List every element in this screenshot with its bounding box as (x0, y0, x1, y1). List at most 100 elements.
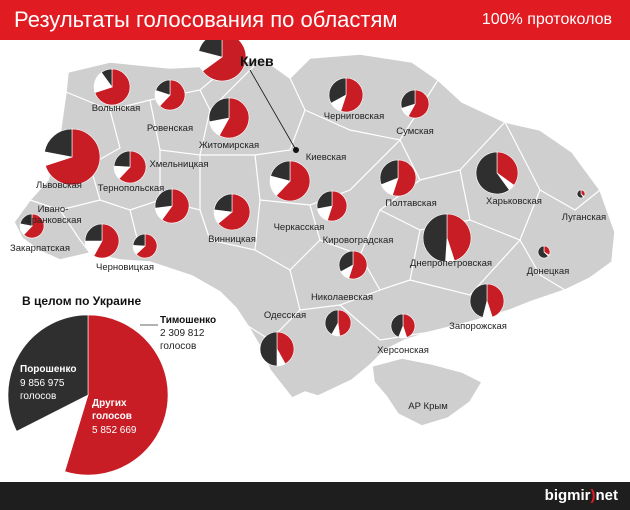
pie-lviv-poroshenko-slice (44, 128, 101, 186)
pie-dnipro (422, 213, 472, 263)
pie-donetsk (537, 245, 551, 259)
pie-poltava-poroshenko-slice (392, 159, 417, 197)
pie-kherson-others-slice (390, 313, 404, 338)
summary-others-votes: 5 852 669 (92, 425, 137, 436)
label-donetsk: Донецкая (527, 266, 570, 277)
summary-tymoshenko-slice (16, 394, 89, 472)
pie-kiev-oblast-others-slice (270, 160, 291, 182)
summary (7, 314, 169, 476)
pie-luhansk-others-slice (576, 189, 584, 199)
pie-zhytomyr (208, 97, 250, 139)
label-kirovohrad: Кировоградская (323, 235, 394, 246)
pie-zhytomyr-poroshenko-slice (218, 97, 250, 139)
page-title: Результаты голосования по областям (14, 7, 398, 32)
label-zhytomyr: Житомирская (199, 140, 259, 151)
header-bar: Результаты голосования по областям 100% … (0, 0, 630, 40)
pie-chernihiv-poroshenko-slice (340, 77, 364, 113)
pie-chernivtsi (132, 233, 158, 259)
pie-volyn (93, 68, 131, 106)
label-kherson: Херсонская (377, 345, 429, 356)
pie-kiev-city-others-slice (198, 40, 223, 58)
label-kiev-oblast: Киевская (306, 152, 347, 163)
pie-sumy-poroshenko-slice (407, 89, 430, 119)
label-luhansk: Луганская (562, 212, 606, 223)
label-vinnytsia: Винницкая (208, 234, 256, 245)
footer-bar: bigmir)net (0, 482, 630, 510)
pie-volyn-others-slice (101, 68, 113, 88)
pie-lviv-others-slice (44, 128, 73, 158)
kiev-city-leader-line (249, 69, 297, 151)
pie-poltava-others-slice (379, 159, 399, 186)
pie-zakarpattia (19, 213, 45, 239)
summary-others-name2: голосов (92, 411, 132, 422)
pie-mykolaiv-poroshenko-slice (337, 309, 352, 337)
pie-ternopil-others-slice (113, 150, 131, 168)
crimea-outline (371, 357, 484, 427)
pie-zhytomyr-others-slice (208, 97, 230, 123)
summary-poroshenko-name: Порошенко (20, 364, 76, 375)
pie-kiev-city-poroshenko-slice (202, 40, 247, 82)
pie-vinnytsia (213, 193, 251, 231)
summary-tymoshenko-name: Тимошенко (160, 315, 216, 326)
pie-ivano-frankivsk (84, 223, 120, 259)
summary-tymoshenko-votes: 2 309 812 (160, 328, 205, 339)
summary-others-slice (7, 314, 89, 432)
label-mykolaiv: Николаевская (311, 292, 373, 303)
pie-vinnytsia-poroshenko-slice (217, 193, 251, 231)
pie-zaporizhzhia (469, 283, 505, 319)
pie-volyn-poroshenko-slice (94, 68, 131, 106)
brand-logo[interactable]: bigmir)net (545, 487, 618, 504)
pie-kharkiv-poroshenko-slice (496, 151, 519, 186)
pie-kirovohrad (338, 250, 368, 280)
pie-rivne-poroshenko-slice (159, 79, 186, 111)
pie-rivne (154, 79, 186, 111)
pie-zaporizhzhia-poroshenko-slice (486, 283, 505, 318)
pie-zaporizhzhia-others-slice (469, 283, 488, 318)
label-lviv: Львовская (36, 180, 82, 191)
pie-kherson (390, 313, 416, 339)
pie-cherkasy (316, 190, 348, 222)
pie-chernihiv-others-slice (328, 77, 347, 104)
region-labels: Киев Волынская Ровенская Житомирская Черниго… (10, 53, 606, 412)
label-crimea: АР Крым (408, 401, 448, 412)
pie-chernihiv (328, 77, 364, 113)
summary-poroshenko-votes: 9 856 975 (20, 378, 65, 389)
label-ivano-frankivsk: Ивано-Франковская (24, 204, 81, 226)
region-pies (19, 40, 586, 367)
label-kiev-city: Киев (240, 53, 274, 69)
pie-kirovohrad-others-slice (338, 250, 354, 273)
summary-poroshenko-slice (64, 314, 169, 476)
pie-kiev-oblast-poroshenko-slice (275, 160, 311, 202)
pie-kherson-poroshenko-slice (402, 313, 416, 338)
pie-donetsk-others-slice (537, 245, 549, 259)
pie-khmelnytskyi (154, 188, 190, 224)
summary-title: В целом по Украине (22, 294, 141, 308)
pie-khmelnytskyi-poroshenko-slice (161, 188, 190, 224)
pie-rivne-others-slice (155, 79, 171, 96)
pie-ternopil (113, 150, 147, 184)
pie-dnipro-others-slice (422, 213, 448, 263)
pie-chernivtsi-poroshenko-slice (135, 233, 158, 259)
pie-cherkasy-others-slice (316, 190, 333, 210)
label-dnipro: Днепропетровская (410, 258, 492, 269)
summary-poroshenko-unit: голосов (20, 391, 56, 402)
pie-ivano-frankivsk-poroshenko-slice (93, 223, 120, 259)
label-sumy: Сумская (396, 126, 434, 137)
pie-sumy-others-slice (400, 89, 416, 109)
pie-chernivtsi-others-slice (132, 233, 146, 247)
label-chernihiv: Черниговская (324, 111, 384, 122)
brand-separator: ) (590, 487, 596, 504)
pie-dnipro-poroshenko-slice (446, 213, 472, 262)
label-rivne: Ровенская (147, 123, 193, 134)
label-chernivtsi: Черновицкая (96, 262, 154, 273)
pie-kharkiv (475, 151, 519, 195)
pie-ternopil-poroshenko-slice (118, 150, 147, 184)
pie-mykolaiv-others-slice (324, 309, 339, 335)
brand-part-b: net (595, 487, 619, 504)
country-outline (13, 53, 616, 399)
pie-odesa-others-slice (259, 331, 278, 367)
summary-tymoshenko-unit: голосов (160, 341, 196, 352)
label-khmelnytskyi: Хмельницкая (149, 159, 208, 170)
pie-luhansk (576, 189, 586, 199)
protocols-status: 100% протоколов (481, 11, 612, 28)
